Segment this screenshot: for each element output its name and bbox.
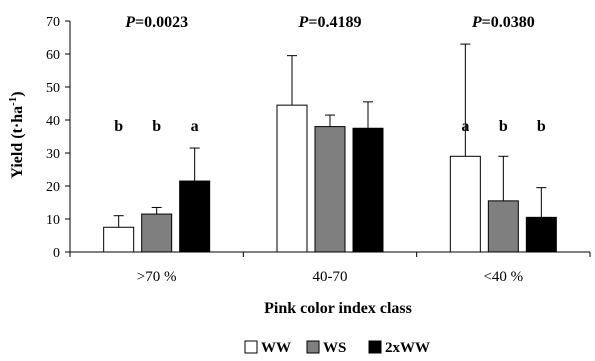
legend-swatch (369, 341, 381, 353)
legend-label: WW (261, 340, 291, 356)
y-tick-label: 50 (46, 81, 60, 96)
p-symbol: P (124, 14, 135, 31)
y-tick-label: 10 (46, 213, 60, 228)
y-tick-label: 40 (46, 114, 60, 129)
significance-letter: b (537, 118, 546, 135)
bar-2xww (353, 128, 383, 252)
p-value-label: P=0.0023 (124, 14, 188, 31)
significance-letter: a (461, 118, 469, 135)
y-tick-label: 60 (46, 48, 60, 63)
bar-ww (104, 227, 134, 252)
y-tick-label: 30 (46, 147, 60, 162)
p-symbol: P (471, 14, 482, 31)
legend-item-ws: WS (307, 340, 346, 356)
significance-letter: a (191, 118, 199, 135)
bar-ww (450, 156, 480, 252)
y-axis-title: Yield (t·ha-1) (7, 91, 26, 178)
y-axis-title-close: ) (9, 91, 26, 96)
p-value-labels: P=0.0023 P=0.4189 P=0.0380 (124, 14, 535, 31)
legend-swatch (307, 341, 319, 353)
legend-item-ww: WW (245, 340, 291, 356)
y-tick-label: 70 (46, 15, 60, 30)
p-value: =0.0380 (482, 14, 535, 31)
significance-letter: b (499, 118, 508, 135)
significance-letter: b (114, 118, 123, 135)
y-tick-label: 20 (46, 180, 60, 195)
significance-letter: b (152, 118, 161, 135)
bar-2xww (180, 181, 210, 252)
legend-label: 2xWW (385, 340, 430, 356)
bar-2xww (526, 217, 556, 252)
category-label: <40 % (483, 269, 523, 285)
legend: WW WS 2xWW (245, 340, 430, 356)
y-tick-label: 0 (53, 246, 60, 261)
legend-swatch (245, 341, 257, 353)
bars (104, 105, 557, 252)
p-symbol: P (298, 14, 309, 31)
bar-ws (315, 127, 345, 252)
bar-ww (277, 105, 307, 252)
bar-ws (488, 201, 518, 252)
y-axis-title-sup: -1 (7, 97, 19, 106)
category-labels: >70 % 40-70 <40 % (137, 269, 523, 285)
category-label: 40-70 (313, 269, 348, 285)
legend-item-2xww: 2xWW (369, 340, 430, 356)
p-value-label: P=0.4189 (298, 14, 362, 31)
p-value-label: P=0.0380 (471, 14, 535, 31)
p-value: =0.0023 (135, 14, 188, 31)
y-axis-title-main: Yield (t·ha (9, 106, 26, 179)
category-label: >70 % (137, 269, 177, 285)
legend-label: WS (323, 340, 346, 356)
x-axis-title: Pink color index class (264, 300, 412, 317)
bar-ws (142, 214, 172, 252)
p-value: =0.4189 (308, 14, 361, 31)
